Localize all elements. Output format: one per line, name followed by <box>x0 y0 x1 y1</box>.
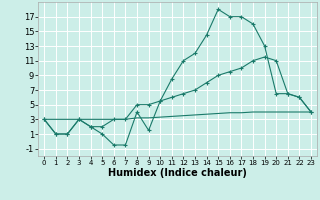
X-axis label: Humidex (Indice chaleur): Humidex (Indice chaleur) <box>108 168 247 178</box>
